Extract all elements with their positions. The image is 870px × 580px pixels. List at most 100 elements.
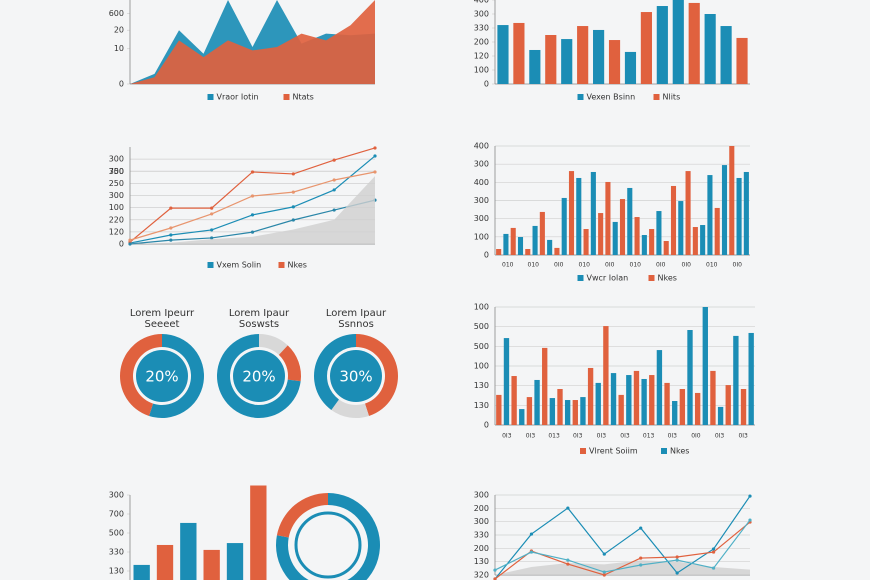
point [529,550,534,554]
bar [656,6,668,85]
bar [610,373,617,425]
legend-swatch [207,262,214,268]
bar [529,49,541,84]
bar [497,25,509,85]
bar [740,389,747,425]
y-tick-label: 500 [474,322,489,331]
area [130,176,375,244]
legend-swatch [661,448,667,454]
point [250,213,255,217]
bar [532,225,538,255]
x-tick-label: 0I3 [502,433,512,440]
donut-title: Soswsts [239,319,279,330]
legend-label: Vxem Solin [217,261,262,270]
bar [656,350,663,425]
bar [577,26,589,84]
donut-title: Seeeet [145,319,180,330]
x-tick-label: 010 [528,262,540,269]
y-tick-label: 500 [474,342,489,351]
legend-label: Nkes [658,274,677,283]
donut-segment [276,493,328,538]
point [169,226,173,230]
bar [733,335,739,425]
legend-swatch [207,94,214,100]
x-tick-label: 0I0 [605,262,615,269]
donut-segment [278,345,301,382]
y-tick-label: 130 [109,567,124,576]
bar [133,564,150,580]
bar [572,400,578,425]
bar [503,233,509,255]
y-tick-label: 320 [474,571,489,580]
bar [670,185,677,255]
x-tick-label: 010 [706,262,718,269]
donut-center [330,350,382,402]
bar [517,237,524,255]
donut-title: Lorem Ipaur [326,308,387,319]
y-tick-label: 300 [474,160,489,169]
bar [583,229,589,255]
line [494,519,751,573]
legend-label: Vwcr Iolan [587,274,629,283]
legend-swatch [278,262,285,268]
y-tick-label: 300 [474,10,489,19]
bar [725,385,731,425]
y-tick-label: 10 [114,44,124,53]
bar [598,213,604,255]
point [639,556,643,560]
bar [564,400,571,425]
y-tick-label: 200 [474,504,489,513]
point [291,190,295,194]
bar [568,171,575,255]
bar [496,249,502,255]
point [373,146,377,150]
bar [624,51,637,84]
point [711,550,716,554]
x-tick-label: 0I3 [738,433,748,440]
bar [608,40,621,84]
bar [672,401,678,425]
x-tick-label: 010 [502,262,514,269]
point [250,230,255,234]
legend-label: Vraor Iotin [217,93,259,102]
point [210,212,214,216]
bar [729,146,735,255]
legend-label: Nlits [663,93,681,102]
y-tick-label: 130 [474,381,489,390]
bar [720,26,732,84]
y-tick-label: 400 [474,178,489,187]
point [332,178,336,182]
x-tick-label: 0I3 [620,433,630,440]
bar [513,22,525,84]
bar [511,376,517,425]
donut-segment [149,334,204,418]
y-tick-label: 100 [474,362,489,371]
bar [587,367,594,425]
y-tick-label: 330 [109,548,124,557]
legend-swatch [577,94,584,100]
y-tick-label: 300 [474,196,489,205]
x-tick-label: 0I3 [573,433,583,440]
point [291,172,295,176]
bar [649,229,655,255]
x-tick-label: 013 [643,433,655,440]
point [566,562,570,566]
point [748,518,752,522]
x-tick-label: 0I3 [526,433,536,440]
bar [510,227,516,255]
y-tick-label: 330 [474,24,489,33]
y-tick-label: 330 [474,531,489,540]
y-tick-label: 700 [109,510,124,519]
bar [612,221,618,255]
x-tick-label: 010 [579,262,591,269]
point [639,563,643,567]
bar [547,239,553,255]
x-tick-label: 0I0 [733,262,743,269]
bar [156,544,174,580]
point [210,228,214,232]
bar [595,382,601,425]
point [291,218,295,222]
y-tick-label: 120 [474,52,489,61]
y-tick-label: 0 [119,240,124,249]
bar [748,332,754,425]
